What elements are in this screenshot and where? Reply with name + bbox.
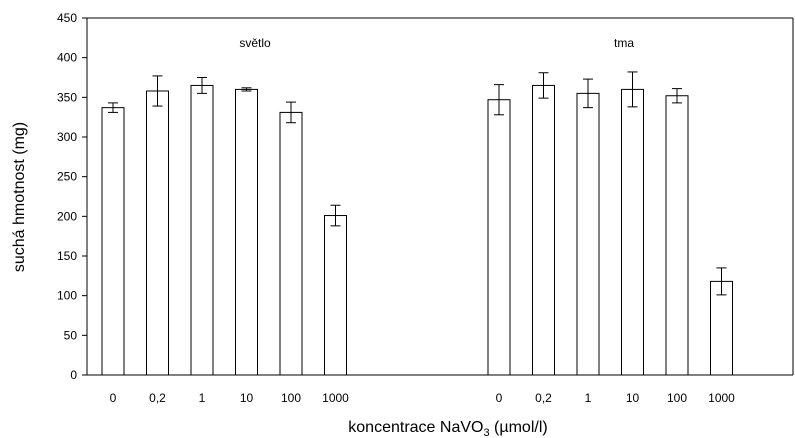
x-axis-ticks: 0 0,2 1 10 100 1000 0 0,2 1 10 100 1000 [110, 391, 736, 405]
x-tick-label: 100 [667, 391, 687, 405]
x-tick-label: 1 [199, 391, 206, 405]
x-axis-title-unit: (µmol/l) [490, 419, 548, 436]
x-tick-label: 0 [110, 391, 117, 405]
bar-světlo-1 [190, 84, 214, 376]
y-tick-label: 350 [57, 90, 77, 104]
bar-světlo-1000 [324, 215, 347, 376]
group-labels: světlo tma [239, 36, 634, 50]
bar-tma-0 [487, 99, 511, 376]
y-axis-ticks: 0 50 100 150 200 250 300 350 400 450 [57, 11, 87, 382]
y-tick-label: 300 [57, 130, 77, 144]
x-axis-title: koncentrace NaVO3 (µmol/l) [348, 419, 547, 438]
bar-tma-100 [665, 95, 689, 376]
bars [101, 71, 733, 376]
x-tick-label: 0,2 [149, 391, 166, 405]
y-tick-label: 400 [57, 51, 77, 65]
y-tick-label: 250 [57, 170, 77, 184]
bar-tma-1000 [710, 280, 733, 376]
bar-světlo-0 [101, 107, 125, 376]
x-tick-label: 0 [496, 391, 503, 405]
y-tick-label: 450 [57, 11, 77, 25]
x-tick-label: 1000 [708, 391, 735, 405]
bar-tma-10 [621, 88, 644, 376]
group-label-1: tma [614, 36, 634, 50]
group-label-0: světlo [239, 36, 271, 50]
y-tick-label: 50 [64, 328, 78, 342]
x-tick-label: 10 [626, 391, 640, 405]
y-tick-label: 150 [57, 249, 77, 263]
x-axis-title-main: koncentrace NaVO [348, 419, 483, 436]
y-tick-label: 100 [57, 289, 77, 303]
bar-tma-1 [576, 92, 600, 376]
x-axis-title-subscript: 3 [483, 427, 489, 438]
bar-světlo-0,2 [146, 90, 169, 376]
bar-tma-0,2 [532, 84, 555, 376]
x-tick-label: 10 [240, 391, 254, 405]
x-tick-label: 0,2 [535, 391, 552, 405]
x-tick-label: 1 [585, 391, 592, 405]
x-tick-label: 100 [281, 391, 301, 405]
bar-světlo-100 [279, 111, 303, 376]
y-axis-title: suchá hmotnost (mg) [11, 122, 28, 272]
y-tick-label: 0 [70, 368, 77, 382]
x-tick-label: 1000 [322, 391, 349, 405]
y-tick-label: 200 [57, 209, 77, 223]
bar-světlo-10 [235, 88, 258, 376]
